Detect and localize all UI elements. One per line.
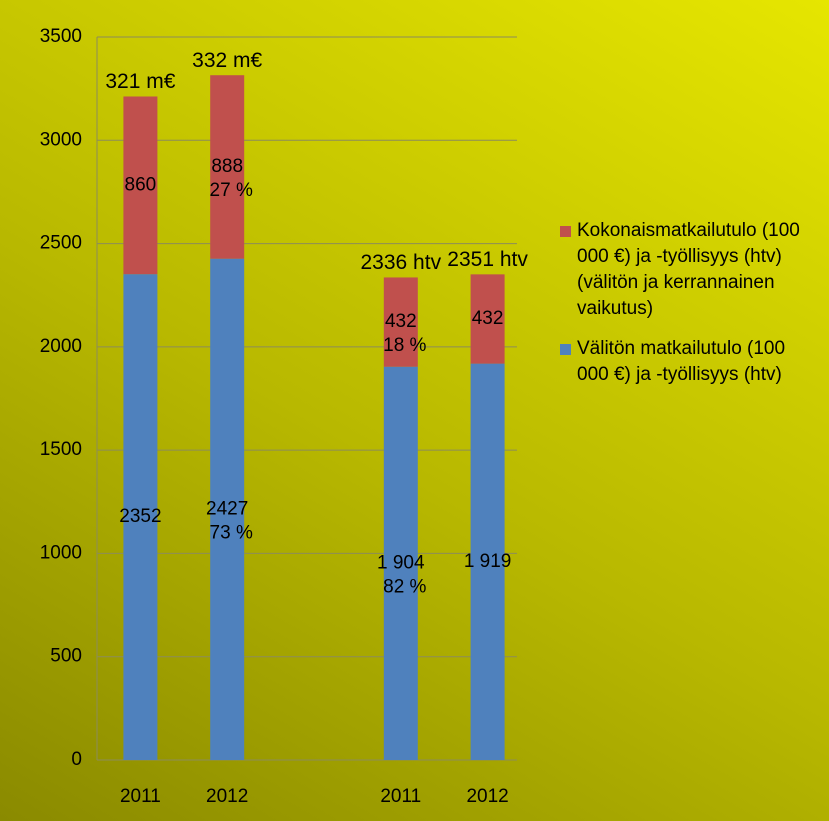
percent-label: 27 % bbox=[210, 180, 253, 201]
data-label: 1 904 bbox=[377, 552, 425, 573]
y-tick-label: 1500 bbox=[40, 439, 82, 460]
y-tick-label: 3000 bbox=[40, 129, 82, 150]
data-label: 888 bbox=[211, 156, 243, 177]
y-tick-label: 1000 bbox=[40, 542, 82, 563]
bar-segment bbox=[210, 258, 245, 760]
bar-segment bbox=[383, 366, 418, 760]
y-tick-label: 2000 bbox=[40, 336, 82, 357]
total-label: 2351 htv bbox=[447, 248, 528, 271]
data-label: 2427 bbox=[206, 498, 248, 519]
legend-label: Välitön matkailutulo (100 000 €) ja -työ… bbox=[577, 338, 786, 385]
bar-segment bbox=[470, 274, 505, 364]
data-label: 2352 bbox=[119, 506, 161, 527]
x-tick-label: 2011 bbox=[120, 786, 161, 807]
y-tick-label: 0 bbox=[71, 749, 82, 770]
percent-label: 82 % bbox=[383, 576, 426, 597]
data-label: 1 919 bbox=[464, 551, 512, 572]
total-label: 332 m€ bbox=[192, 49, 262, 72]
legend-label: Kokonaismatkailutulo (100 000 €) ja -työ… bbox=[577, 220, 800, 319]
bar-segment bbox=[123, 274, 158, 760]
bar-segment bbox=[210, 75, 245, 259]
data-label: 860 bbox=[125, 174, 157, 195]
y-tick-label: 500 bbox=[50, 646, 82, 667]
data-label: 432 bbox=[472, 308, 504, 329]
y-tick-label: 2500 bbox=[40, 233, 82, 254]
x-tick-label: 2012 bbox=[466, 786, 508, 807]
x-tick-label: 2011 bbox=[380, 786, 421, 807]
data-label: 432 bbox=[385, 311, 417, 332]
bar-segment bbox=[470, 363, 505, 760]
total-label: 2336 htv bbox=[361, 251, 442, 274]
legend-swatch bbox=[560, 226, 571, 237]
legend-swatch bbox=[560, 344, 571, 355]
bar-segment bbox=[383, 277, 418, 367]
legend: Kokonaismatkailutulo (100 000 €) ja -työ… bbox=[560, 218, 822, 402]
legend-entry: Kokonaismatkailutulo (100 000 €) ja -työ… bbox=[560, 218, 822, 322]
percent-label: 18 % bbox=[383, 335, 426, 356]
legend-entry: Välitön matkailutulo (100 000 €) ja -työ… bbox=[560, 336, 822, 388]
bar-segment bbox=[123, 96, 158, 275]
percent-label: 73 % bbox=[210, 522, 253, 543]
y-tick-label: 3500 bbox=[40, 26, 82, 47]
x-tick-label: 2012 bbox=[206, 786, 248, 807]
total-label: 321 m€ bbox=[105, 70, 175, 93]
